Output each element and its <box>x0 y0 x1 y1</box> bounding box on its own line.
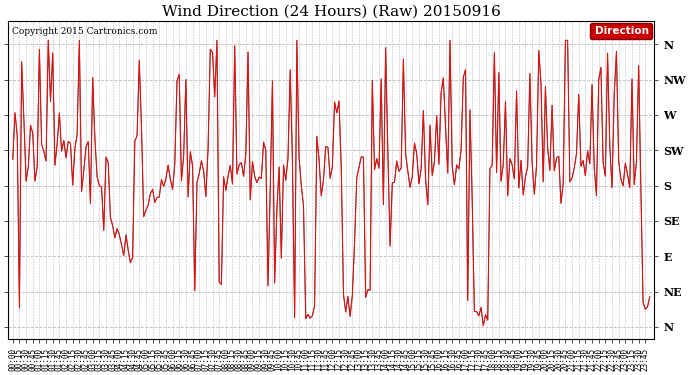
Legend: Direction: Direction <box>590 23 652 39</box>
Text: Copyright 2015 Cartronics.com: Copyright 2015 Cartronics.com <box>12 27 157 36</box>
Title: Wind Direction (24 Hours) (Raw) 20150916: Wind Direction (24 Hours) (Raw) 20150916 <box>162 4 501 18</box>
